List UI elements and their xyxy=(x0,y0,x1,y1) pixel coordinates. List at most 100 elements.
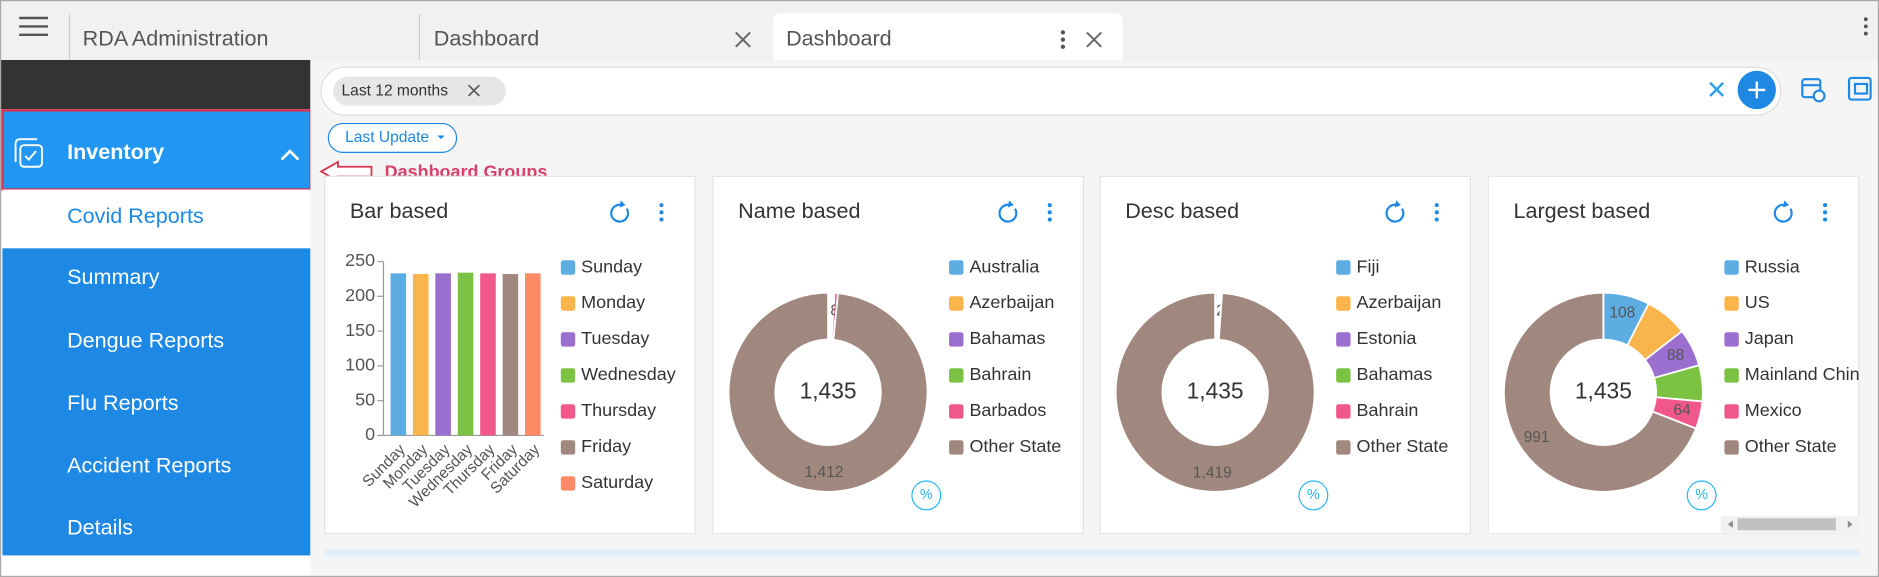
legend-label: Bahrain xyxy=(1357,400,1419,420)
schedule-button[interactable] xyxy=(1801,78,1826,103)
legend-swatch xyxy=(1336,368,1351,383)
y-tick-label: 0 xyxy=(365,424,375,444)
group-title[interactable]: Inventory xyxy=(67,139,164,164)
widget-menu[interactable] xyxy=(659,217,664,222)
legend-swatch xyxy=(1724,404,1739,419)
tab-menu[interactable] xyxy=(1060,30,1066,49)
add-icon xyxy=(1748,81,1766,99)
group-header[interactable] xyxy=(1,109,312,191)
refresh-button[interactable] xyxy=(1773,203,1793,223)
widget-title: Bar based xyxy=(350,198,448,223)
donut-total: 1,435 xyxy=(1575,377,1632,403)
legend-swatch xyxy=(560,476,576,491)
widget-menu[interactable] xyxy=(659,203,664,208)
legend-label: Monday xyxy=(581,292,645,312)
widget-title: Desc based xyxy=(1125,198,1239,223)
legend-swatch xyxy=(949,440,964,455)
collapse-icon[interactable] xyxy=(280,149,300,161)
donut-slice xyxy=(1503,291,1698,493)
scroll-right[interactable] xyxy=(1847,520,1853,528)
bar xyxy=(525,273,541,436)
tab[interactable]: Dashboard xyxy=(434,25,540,50)
nav-list-bg xyxy=(2,248,311,556)
widget-menu[interactable] xyxy=(659,210,664,215)
legend-swatch xyxy=(1724,296,1739,311)
widget-menu[interactable] xyxy=(1047,210,1052,215)
legend-label: Barbados xyxy=(969,400,1046,420)
widget-menu[interactable] xyxy=(1434,217,1439,222)
legend-label: Tuesday xyxy=(581,328,649,348)
widget-menu[interactable] xyxy=(1434,210,1439,215)
nav-item[interactable]: Dengue Reports xyxy=(67,328,224,353)
tab[interactable]: RDA Administration xyxy=(83,25,269,50)
legend-swatch xyxy=(560,296,576,311)
legend-swatch xyxy=(1724,440,1739,455)
legend-swatch xyxy=(1724,368,1739,383)
filter-chip[interactable] xyxy=(333,76,506,106)
bar xyxy=(457,272,474,436)
close-tab[interactable] xyxy=(1086,31,1102,48)
widget-menu[interactable] xyxy=(1434,203,1439,208)
nav-item[interactable]: Covid Reports xyxy=(67,203,204,228)
bar xyxy=(435,273,451,436)
refresh-arrow xyxy=(1394,200,1401,208)
next-group-strip xyxy=(324,549,1860,557)
legend-label: Friday xyxy=(581,436,631,456)
legend-swatch xyxy=(1724,260,1739,275)
widget: Name based Australia Azerbaijan Bahamas Bahr… xyxy=(712,175,1084,535)
percent-toggle[interactable] xyxy=(1686,480,1717,511)
scrollbar-thumb[interactable] xyxy=(1737,518,1836,531)
legend-swatch xyxy=(560,260,576,275)
tab[interactable]: Dashboard xyxy=(786,25,892,50)
bar xyxy=(502,274,519,436)
slice-label: 1,419 xyxy=(1193,464,1232,481)
y-tick-label: 100 xyxy=(345,355,375,375)
legend-swatch xyxy=(949,260,964,275)
legend-label: Russia xyxy=(1745,256,1800,276)
slice-label: 108 xyxy=(1609,305,1635,322)
close-tab[interactable] xyxy=(735,31,751,48)
widget: Bar based Sunday Monday Tuesday Wednesday Thu… xyxy=(324,175,696,535)
window-menu[interactable] xyxy=(1863,17,1868,36)
nav-item[interactable]: Flu Reports xyxy=(67,390,179,415)
widget-menu[interactable] xyxy=(1823,210,1828,215)
widget-title: Name based xyxy=(738,198,860,223)
widget-menu[interactable] xyxy=(1823,203,1828,208)
refresh-button[interactable] xyxy=(1385,203,1405,223)
clear-filters[interactable] xyxy=(1709,81,1725,97)
percent-toggle-label: % xyxy=(1695,487,1708,503)
scroll-left[interactable] xyxy=(1728,520,1733,528)
legend-label: Azerbaijan xyxy=(969,292,1054,312)
percent-toggle[interactable] xyxy=(1298,480,1329,511)
donut-total: 1,435 xyxy=(800,377,857,403)
y-tick-label: 200 xyxy=(345,285,375,305)
percent-toggle[interactable] xyxy=(911,480,942,511)
widget-menu[interactable] xyxy=(1047,203,1052,208)
widget-menu[interactable] xyxy=(1047,217,1052,222)
legend-label: Bahrain xyxy=(969,364,1031,384)
nav-item[interactable]: Summary xyxy=(67,264,159,289)
filter-chip-label: Last 12 months xyxy=(342,82,449,99)
legend-swatch xyxy=(1724,332,1739,347)
legend-swatch xyxy=(560,440,576,455)
legend-label: Azerbaijan xyxy=(1357,292,1442,312)
nav-item[interactable]: Accident Reports xyxy=(67,452,231,477)
slice-label: 64 xyxy=(1673,402,1691,419)
chip-remove[interactable] xyxy=(467,84,480,97)
widget: Largest based Russia US Japan Mainland China… xyxy=(1488,176,1860,534)
legend-label: Mexico xyxy=(1745,400,1802,420)
nav-item[interactable]: Details xyxy=(67,515,133,540)
sort-dropdown[interactable] xyxy=(327,122,458,153)
menu-button[interactable] xyxy=(19,16,48,36)
refresh-button[interactable] xyxy=(610,203,630,223)
refresh-arrow xyxy=(1783,200,1790,208)
widget-menu[interactable] xyxy=(1823,217,1828,222)
save-button[interactable] xyxy=(1847,76,1872,101)
legend-label: Bahamas xyxy=(969,328,1045,348)
refresh-button[interactable] xyxy=(998,203,1018,223)
legend-label: Other State xyxy=(969,436,1061,456)
slice-label: 991 xyxy=(1524,429,1550,446)
legend-swatch xyxy=(560,368,576,383)
donut-slice xyxy=(727,291,929,493)
